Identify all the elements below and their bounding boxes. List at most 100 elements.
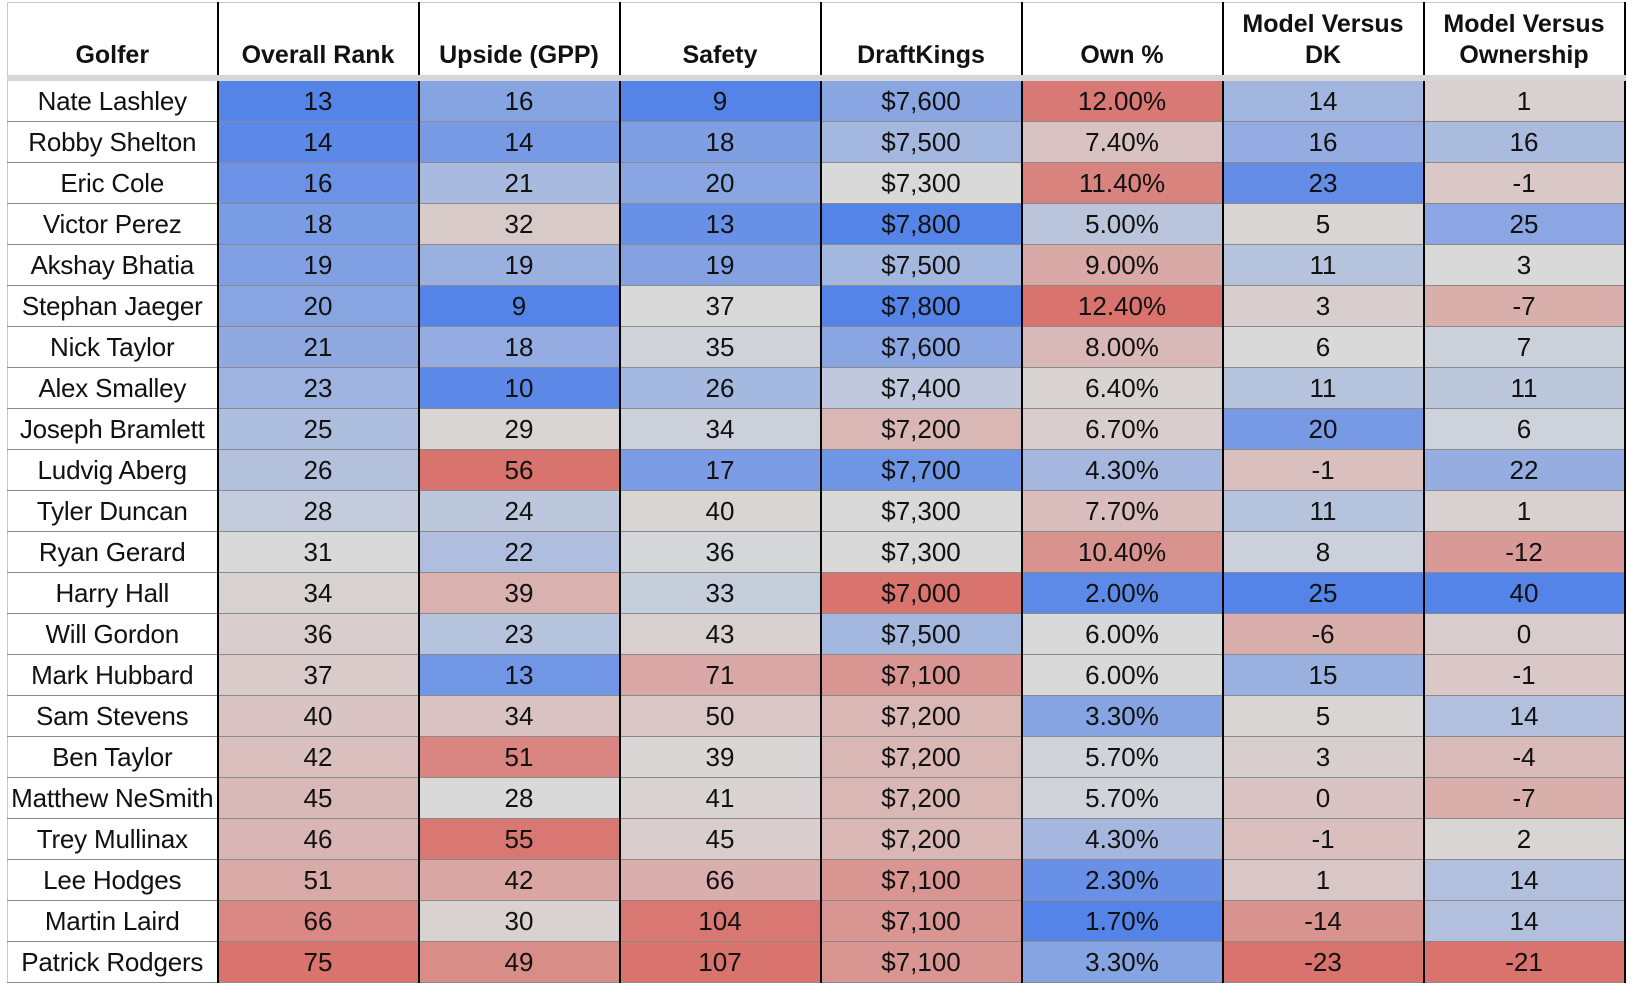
draftkings-cell[interactable]: $7,000 <box>820 572 1023 614</box>
own-pct-cell[interactable]: 3.30% <box>1021 941 1224 983</box>
safety-cell[interactable]: 37 <box>619 285 822 327</box>
overall-rank-cell[interactable]: 23 <box>217 367 420 409</box>
golfer-cell[interactable]: Victor Perez <box>7 203 219 245</box>
own-pct-cell[interactable]: 5.70% <box>1021 777 1224 819</box>
safety-cell[interactable]: 40 <box>619 490 822 532</box>
draftkings-cell[interactable]: $7,700 <box>820 449 1023 491</box>
draftkings-cell[interactable]: $7,100 <box>820 654 1023 696</box>
own-pct-cell[interactable]: 5.00% <box>1021 203 1224 245</box>
model-vs-dk-cell[interactable]: -1 <box>1222 449 1425 491</box>
own-pct-cell[interactable]: 4.30% <box>1021 818 1224 860</box>
upside-gpp-cell[interactable]: 28 <box>418 777 621 819</box>
golfer-cell[interactable]: Akshay Bhatia <box>7 244 219 286</box>
model-vs-ownership-cell[interactable]: -21 <box>1423 941 1626 983</box>
overall-rank-cell[interactable]: 66 <box>217 900 420 942</box>
golfer-cell[interactable]: Alex Smalley <box>7 367 219 409</box>
draftkings-cell[interactable]: $7,500 <box>820 613 1023 655</box>
safety-cell[interactable]: 33 <box>619 572 822 614</box>
upside-gpp-cell[interactable]: 56 <box>418 449 621 491</box>
own-pct-cell[interactable]: 12.40% <box>1021 285 1224 327</box>
model-vs-ownership-cell[interactable]: 16 <box>1423 121 1626 163</box>
golfer-cell[interactable]: Ben Taylor <box>7 736 219 778</box>
safety-cell[interactable]: 66 <box>619 859 822 901</box>
golfer-cell[interactable]: Joseph Bramlett <box>7 408 219 450</box>
overall-rank-cell[interactable]: 36 <box>217 613 420 655</box>
upside-gpp-cell[interactable]: 22 <box>418 531 621 573</box>
header-upside-gpp[interactable]: Upside (GPP) <box>418 2 621 81</box>
golfer-cell[interactable]: Ryan Gerard <box>7 531 219 573</box>
upside-gpp-cell[interactable]: 16 <box>418 78 621 122</box>
safety-cell[interactable]: 9 <box>619 78 822 122</box>
safety-cell[interactable]: 13 <box>619 203 822 245</box>
model-vs-ownership-cell[interactable]: 1 <box>1423 78 1626 122</box>
model-vs-dk-cell[interactable]: 5 <box>1222 695 1425 737</box>
model-vs-dk-cell[interactable]: 1 <box>1222 859 1425 901</box>
draftkings-cell[interactable]: $7,100 <box>820 900 1023 942</box>
own-pct-cell[interactable]: 12.00% <box>1021 78 1224 122</box>
upside-gpp-cell[interactable]: 10 <box>418 367 621 409</box>
own-pct-cell[interactable]: 7.70% <box>1021 490 1224 532</box>
draftkings-cell[interactable]: $7,300 <box>820 531 1023 573</box>
golfer-cell[interactable]: Martin Laird <box>7 900 219 942</box>
safety-cell[interactable]: 17 <box>619 449 822 491</box>
model-vs-ownership-cell[interactable]: 22 <box>1423 449 1626 491</box>
upside-gpp-cell[interactable]: 49 <box>418 941 621 983</box>
draftkings-cell[interactable]: $7,100 <box>820 941 1023 983</box>
upside-gpp-cell[interactable]: 42 <box>418 859 621 901</box>
upside-gpp-cell[interactable]: 39 <box>418 572 621 614</box>
draftkings-cell[interactable]: $7,400 <box>820 367 1023 409</box>
model-vs-dk-cell[interactable]: 6 <box>1222 326 1425 368</box>
model-vs-dk-cell[interactable]: -1 <box>1222 818 1425 860</box>
safety-cell[interactable]: 41 <box>619 777 822 819</box>
header-model-vs-ownership[interactable]: Model Versus Ownership <box>1423 2 1626 81</box>
model-vs-dk-cell[interactable]: 15 <box>1222 654 1425 696</box>
own-pct-cell[interactable]: 6.00% <box>1021 654 1224 696</box>
upside-gpp-cell[interactable]: 9 <box>418 285 621 327</box>
overall-rank-cell[interactable]: 42 <box>217 736 420 778</box>
golfer-cell[interactable]: Matthew NeSmith <box>7 777 219 819</box>
model-vs-dk-cell[interactable]: 11 <box>1222 244 1425 286</box>
header-model-vs-dk[interactable]: Model Versus DK <box>1222 2 1425 81</box>
draftkings-cell[interactable]: $7,800 <box>820 203 1023 245</box>
model-vs-ownership-cell[interactable]: 6 <box>1423 408 1626 450</box>
header-draftkings[interactable]: DraftKings <box>820 2 1023 81</box>
model-vs-dk-cell[interactable]: 16 <box>1222 121 1425 163</box>
draftkings-cell[interactable]: $7,200 <box>820 777 1023 819</box>
upside-gpp-cell[interactable]: 23 <box>418 613 621 655</box>
overall-rank-cell[interactable]: 14 <box>217 121 420 163</box>
model-vs-ownership-cell[interactable]: -1 <box>1423 162 1626 204</box>
draftkings-cell[interactable]: $7,200 <box>820 695 1023 737</box>
model-vs-dk-cell[interactable]: 14 <box>1222 78 1425 122</box>
golfer-cell[interactable]: Robby Shelton <box>7 121 219 163</box>
own-pct-cell[interactable]: 4.30% <box>1021 449 1224 491</box>
golfer-cell[interactable]: Harry Hall <box>7 572 219 614</box>
own-pct-cell[interactable]: 6.70% <box>1021 408 1224 450</box>
own-pct-cell[interactable]: 8.00% <box>1021 326 1224 368</box>
safety-cell[interactable]: 20 <box>619 162 822 204</box>
upside-gpp-cell[interactable]: 34 <box>418 695 621 737</box>
own-pct-cell[interactable]: 9.00% <box>1021 244 1224 286</box>
safety-cell[interactable]: 34 <box>619 408 822 450</box>
model-vs-dk-cell[interactable]: -23 <box>1222 941 1425 983</box>
upside-gpp-cell[interactable]: 14 <box>418 121 621 163</box>
golfer-cell[interactable]: Trey Mullinax <box>7 818 219 860</box>
model-vs-dk-cell[interactable]: 3 <box>1222 285 1425 327</box>
header-golfer[interactable]: Golfer <box>7 2 219 81</box>
own-pct-cell[interactable]: 6.00% <box>1021 613 1224 655</box>
model-vs-ownership-cell[interactable]: 14 <box>1423 900 1626 942</box>
model-vs-dk-cell[interactable]: 3 <box>1222 736 1425 778</box>
golfer-cell[interactable]: Lee Hodges <box>7 859 219 901</box>
overall-rank-cell[interactable]: 37 <box>217 654 420 696</box>
upside-gpp-cell[interactable]: 32 <box>418 203 621 245</box>
draftkings-cell[interactable]: $7,500 <box>820 244 1023 286</box>
overall-rank-cell[interactable]: 45 <box>217 777 420 819</box>
draftkings-cell[interactable]: $7,800 <box>820 285 1023 327</box>
upside-gpp-cell[interactable]: 30 <box>418 900 621 942</box>
model-vs-ownership-cell[interactable]: -7 <box>1423 777 1626 819</box>
draftkings-cell[interactable]: $7,200 <box>820 408 1023 450</box>
own-pct-cell[interactable]: 5.70% <box>1021 736 1224 778</box>
golfer-cell[interactable]: Stephan Jaeger <box>7 285 219 327</box>
overall-rank-cell[interactable]: 46 <box>217 818 420 860</box>
overall-rank-cell[interactable]: 18 <box>217 203 420 245</box>
overall-rank-cell[interactable]: 28 <box>217 490 420 532</box>
